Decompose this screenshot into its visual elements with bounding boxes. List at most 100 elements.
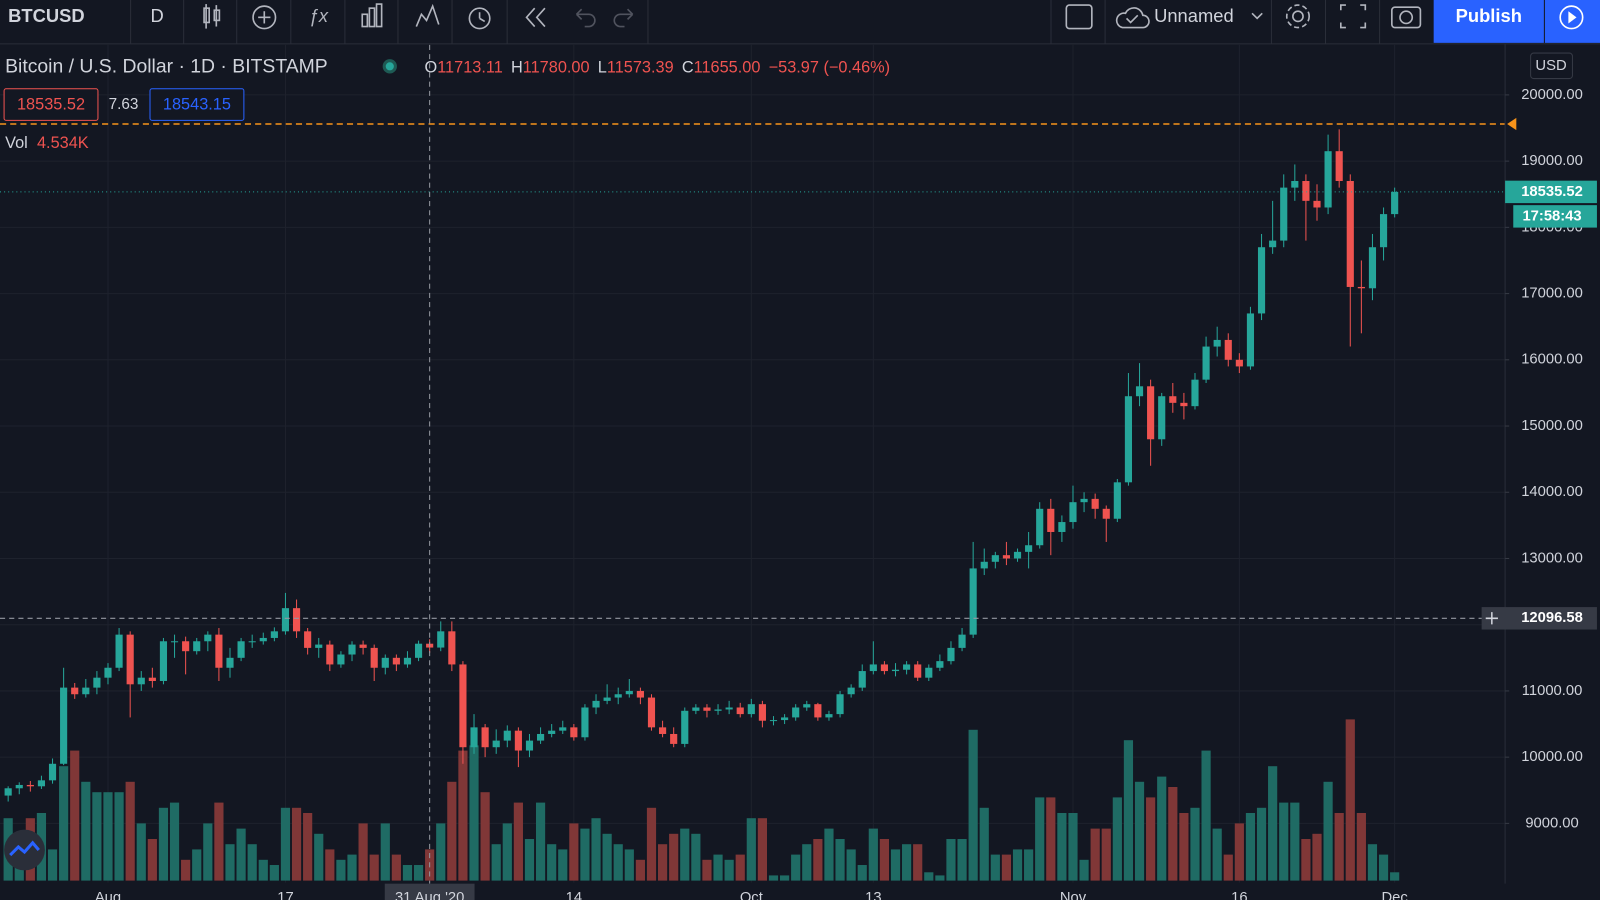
x-tick-label: 13 bbox=[865, 890, 881, 900]
volume-bar bbox=[480, 792, 490, 881]
candle-body bbox=[1246, 313, 1255, 367]
ask[interactable]: 18543.15 bbox=[163, 95, 231, 113]
bid[interactable]: 18535.52 bbox=[17, 95, 85, 113]
candle-body bbox=[48, 763, 57, 781]
candle-body bbox=[991, 555, 999, 562]
candle-body bbox=[703, 707, 711, 711]
volume-bar bbox=[158, 807, 169, 881]
volume-bar bbox=[47, 849, 58, 881]
volume-bar bbox=[291, 807, 302, 881]
candle-body bbox=[392, 657, 400, 665]
volume-bar bbox=[835, 839, 845, 881]
undo-icon[interactable] bbox=[575, 8, 596, 28]
currency-button[interactable] bbox=[1530, 52, 1573, 80]
toolbar bbox=[0, 0, 1600, 44]
candle-body bbox=[869, 664, 877, 672]
volume-bar bbox=[469, 745, 479, 881]
financials-icon[interactable] bbox=[415, 3, 440, 27]
candle-body bbox=[1158, 396, 1166, 440]
volume-bar bbox=[635, 859, 645, 881]
candle-body bbox=[647, 697, 656, 728]
symbol[interactable]: BTCUSD bbox=[8, 5, 85, 26]
alert-icon[interactable] bbox=[468, 7, 491, 30]
volume-bar bbox=[92, 792, 102, 881]
volume-bar bbox=[325, 849, 335, 881]
replay-button[interactable] bbox=[1544, 0, 1600, 43]
volume-bar bbox=[1367, 844, 1378, 881]
volume-bar bbox=[802, 844, 812, 881]
volume-bar bbox=[569, 823, 579, 881]
replay-icon-2 bbox=[535, 7, 546, 28]
volume-bar bbox=[303, 813, 313, 881]
volume-bar bbox=[81, 781, 91, 881]
volume-bar bbox=[314, 833, 324, 881]
volume-bar bbox=[1035, 797, 1045, 881]
candle-body bbox=[104, 667, 112, 678]
candle-body bbox=[170, 641, 179, 643]
templates-icon[interactable] bbox=[361, 3, 383, 28]
compare-icon[interactable] bbox=[252, 5, 277, 30]
replay-icon[interactable] bbox=[525, 7, 536, 28]
candle-body bbox=[448, 631, 456, 665]
volume-bar bbox=[1223, 854, 1233, 881]
candle-body bbox=[226, 657, 234, 668]
candle-body bbox=[1058, 522, 1066, 532]
redo-icon[interactable] bbox=[613, 8, 634, 28]
volume-bar bbox=[1157, 776, 1167, 881]
volume-bar bbox=[657, 844, 668, 881]
candle-body bbox=[248, 641, 256, 643]
volume-bar bbox=[1312, 833, 1322, 881]
volume-bar bbox=[413, 865, 424, 881]
volume-bar bbox=[402, 865, 413, 881]
sell-button[interactable] bbox=[3, 88, 99, 121]
buy-button[interactable] bbox=[149, 88, 245, 121]
candle-body bbox=[1313, 200, 1321, 208]
volume-bar bbox=[1256, 807, 1267, 881]
volume-bar bbox=[1356, 813, 1366, 881]
volume-bar bbox=[70, 750, 80, 881]
currency[interactable]: USD bbox=[1535, 58, 1566, 74]
candles bbox=[4, 129, 1399, 802]
volume-bar bbox=[280, 807, 291, 881]
candle-body bbox=[1368, 247, 1377, 289]
candle-body bbox=[82, 687, 90, 695]
layout-dropdown[interactable] bbox=[1251, 12, 1263, 20]
candle-body bbox=[792, 707, 800, 718]
settings-icon[interactable] bbox=[1285, 4, 1310, 29]
volume-bar bbox=[247, 844, 257, 881]
volume-bar bbox=[1046, 797, 1056, 881]
layout-name[interactable]: Unnamed bbox=[1154, 5, 1234, 26]
interval[interactable]: D bbox=[151, 5, 164, 26]
candle-body bbox=[492, 740, 500, 748]
publish-label[interactable]: Publish bbox=[1456, 5, 1522, 26]
volume-bar bbox=[879, 839, 890, 881]
layout-icon[interactable] bbox=[1065, 4, 1093, 30]
candle-body bbox=[636, 690, 644, 698]
candle-body bbox=[980, 561, 988, 569]
snapshot-icon[interactable] bbox=[1391, 6, 1422, 29]
candle-body bbox=[969, 568, 977, 635]
candle-body bbox=[60, 687, 68, 764]
play-icon[interactable] bbox=[1559, 5, 1584, 30]
volume-bar bbox=[857, 865, 867, 881]
candle-body bbox=[947, 647, 955, 662]
volume-bar bbox=[724, 859, 734, 881]
volume-bar bbox=[713, 854, 723, 881]
volume-bar bbox=[813, 839, 823, 881]
candle-body bbox=[381, 657, 389, 668]
fullscreen-icon[interactable] bbox=[1340, 4, 1367, 29]
volume-bar bbox=[691, 833, 701, 881]
candle-body bbox=[1357, 286, 1365, 289]
candle-body bbox=[914, 664, 922, 678]
cloud-icon[interactable] bbox=[1115, 7, 1150, 29]
volume-bar bbox=[613, 844, 623, 881]
volume-bar bbox=[1079, 859, 1089, 881]
y-tick-label: 19000.00 bbox=[1521, 153, 1583, 169]
y-tick-label: 10000.00 bbox=[1521, 749, 1583, 765]
candle-body bbox=[570, 727, 578, 738]
candle-type-icon[interactable] bbox=[203, 4, 221, 29]
candle-body bbox=[1025, 545, 1033, 552]
indicators-icon[interactable]: ƒx bbox=[309, 5, 329, 26]
publish-button[interactable] bbox=[1433, 0, 1544, 43]
